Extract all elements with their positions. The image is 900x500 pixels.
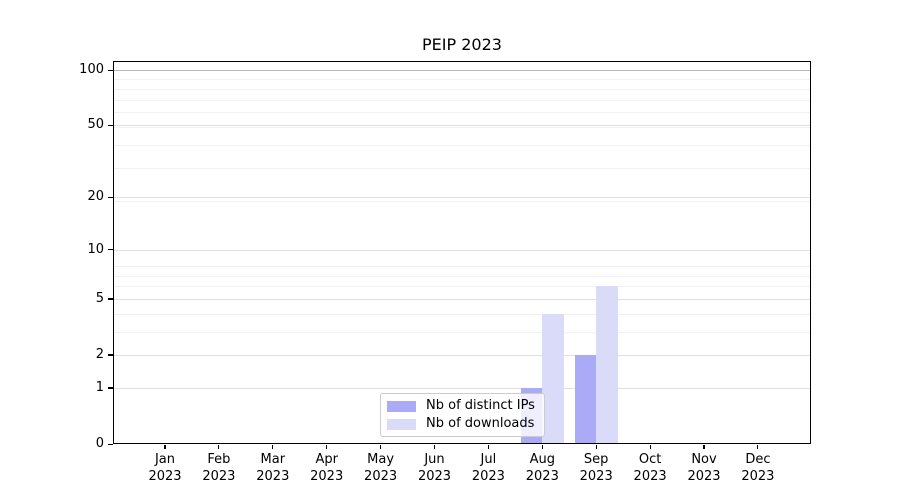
- x-tick-mark: [326, 445, 328, 449]
- bar-sep-distinct-ips: [574, 354, 597, 444]
- minor-gridline: [113, 286, 811, 288]
- major-gridline: [113, 298, 811, 300]
- minor-gridline: [113, 79, 811, 81]
- legend-item-downloads: Nb of downloads: [387, 417, 538, 431]
- minor-gridline: [113, 265, 811, 267]
- y-tick-mark: [108, 298, 113, 300]
- x-tick-label: Mar 2023: [256, 452, 290, 484]
- legend: Nb of distinct IPs Nb of downloads: [380, 393, 545, 437]
- y-tick-mark: [108, 249, 113, 251]
- chart-title: PEIP 2023: [422, 35, 502, 54]
- x-tick-mark: [703, 445, 705, 449]
- x-tick-mark: [380, 445, 382, 449]
- y-tick-label: 1: [95, 379, 104, 395]
- minor-gridline: [113, 88, 811, 90]
- x-tick-label: Jan 2023: [148, 452, 182, 484]
- minor-gridline: [113, 99, 811, 101]
- legend-label-distinct-ips: Nb of distinct IPs: [426, 398, 535, 413]
- y-tick-label: 0: [95, 436, 104, 451]
- legend-label-downloads: Nb of downloads: [426, 416, 535, 431]
- minor-gridline: [113, 112, 811, 114]
- x-tick-mark: [164, 445, 166, 449]
- x-tick-label: Feb 2023: [202, 452, 236, 484]
- legend-swatch-downloads: [387, 418, 416, 430]
- y-tick-mark: [108, 354, 113, 356]
- major-gridline: [113, 354, 811, 356]
- plot-frame: [113, 61, 811, 444]
- major-gridline: [113, 70, 811, 72]
- x-tick-mark: [541, 445, 543, 449]
- y-tick-mark: [108, 124, 113, 127]
- major-gridline: [113, 387, 811, 389]
- x-tick-label: Aug 2023: [525, 452, 559, 484]
- y-tick-label: 50: [87, 117, 104, 133]
- minor-gridline: [113, 331, 811, 333]
- x-tick-mark: [595, 445, 597, 449]
- x-tick-label: May 2023: [364, 452, 398, 484]
- x-tick-label: Oct 2023: [633, 452, 667, 484]
- y-tick-label: 10: [87, 241, 104, 257]
- x-tick-label: Jun 2023: [417, 452, 452, 484]
- x-tick-mark: [649, 445, 651, 449]
- minor-gridline: [113, 275, 811, 277]
- y-tick-label: 2: [95, 346, 104, 362]
- x-tick-mark: [433, 445, 436, 449]
- x-tick-mark: [487, 445, 489, 449]
- y-tick-mark: [108, 443, 113, 445]
- major-gridline: [113, 249, 811, 251]
- minor-gridline: [113, 168, 811, 170]
- x-tick-label: Jul 2023: [471, 452, 505, 484]
- y-tick-label: 100: [79, 62, 104, 78]
- x-tick-mark: [272, 445, 274, 449]
- bar-aug-downloads: [542, 313, 564, 444]
- plot-area: [113, 61, 811, 444]
- y-tick-mark: [108, 387, 113, 389]
- y-tick-label: 20: [87, 189, 104, 205]
- x-tick-mark: [757, 445, 759, 449]
- major-gridline: [113, 197, 811, 199]
- x-tick-label: Nov 2023: [687, 452, 721, 484]
- x-tick-label: Dec 2023: [741, 452, 775, 484]
- minor-gridline: [113, 313, 811, 315]
- y-tick-label: 5: [95, 290, 104, 306]
- y-tick-mark: [108, 196, 113, 199]
- minor-gridline: [113, 127, 811, 129]
- legend-swatch-distinct-ips: [387, 400, 416, 412]
- major-gridline: [113, 125, 811, 127]
- minor-gridline: [113, 145, 811, 147]
- y-tick-mark: [108, 69, 113, 71]
- legend-item-distinct-ips: Nb of distinct IPs: [387, 399, 538, 413]
- x-tick-label: Apr 2023: [310, 452, 344, 484]
- x-tick-mark: [218, 445, 220, 449]
- bar-sep-downloads: [596, 286, 618, 444]
- minor-gridline: [113, 201, 811, 203]
- x-tick-label: Sep 2023: [579, 452, 613, 484]
